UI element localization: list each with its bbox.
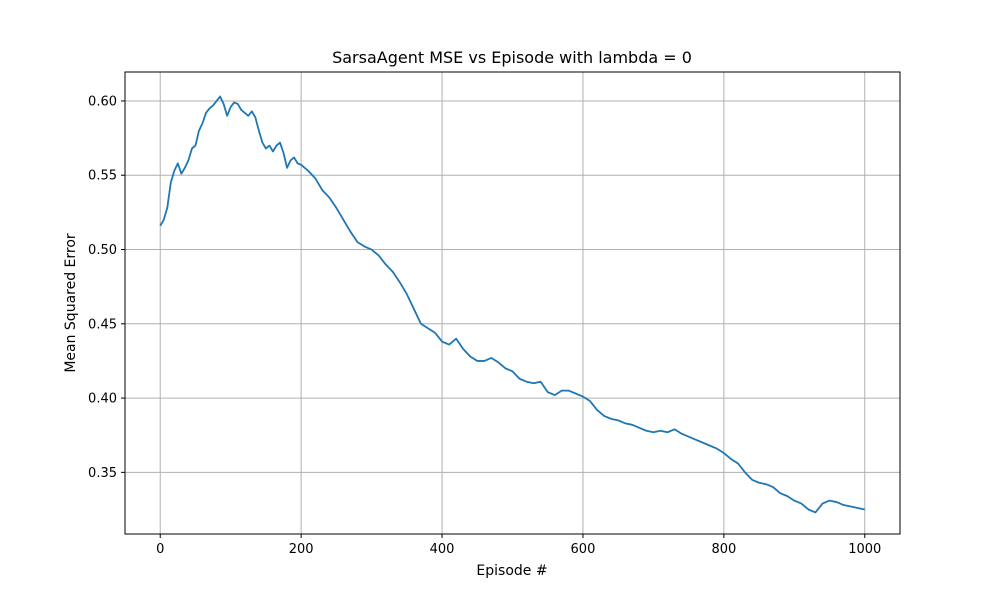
chart-title: SarsaAgent MSE vs Episode with lambda = …	[332, 48, 692, 67]
x-tick-label: 400	[430, 542, 455, 557]
x-tick-label: 800	[711, 542, 736, 557]
plot-area-frame	[124, 71, 901, 535]
y-axis-label: Mean Squared Error	[63, 233, 79, 373]
x-tick-label: 0	[156, 542, 164, 557]
y-tick-label: 0.45	[88, 317, 117, 332]
x-tick-label: 600	[571, 542, 596, 557]
ticks: 0 200 400 600 800 1000 0.35 0.40 0.45 0.50 0.55 0.6…	[88, 94, 881, 557]
x-axis-label: Episode #	[476, 563, 547, 579]
series-layer	[159, 95, 865, 514]
grid	[125, 72, 900, 534]
y-tick-label: 0.60	[88, 94, 117, 109]
y-tick-label: 0.40	[88, 392, 117, 407]
x-tick-label: 1000	[848, 542, 881, 557]
series-line-0	[159, 95, 865, 514]
y-tick-label: 0.35	[88, 466, 117, 481]
x-tick-label: 200	[289, 542, 314, 557]
y-tick-label: 0.50	[88, 243, 117, 258]
y-tick-label: 0.55	[88, 169, 117, 184]
